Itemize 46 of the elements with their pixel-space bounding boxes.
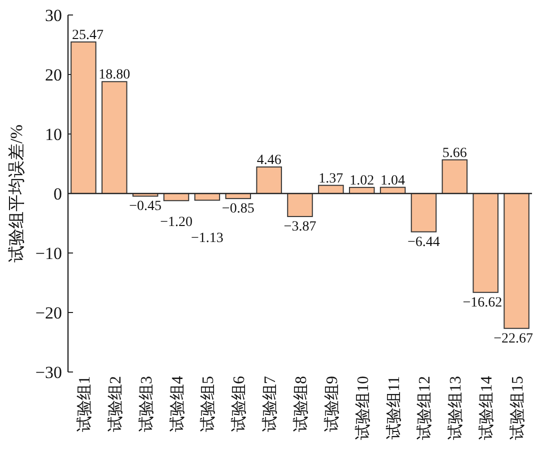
data-label: 1.04 [380, 173, 406, 188]
y-tick-label: 0 [54, 184, 62, 204]
x-tick-label: 试验组8 [292, 376, 310, 432]
bar [102, 81, 128, 194]
data-label: −0.85 [222, 202, 254, 217]
data-label: 1.37 [318, 171, 344, 186]
x-tick-label: 试验组12 [416, 376, 434, 440]
data-label: −0.45 [129, 199, 162, 214]
y-axis-title: 试验组平均误差/% [7, 124, 26, 262]
data-label: 4.46 [256, 152, 282, 168]
data-label: 5.66 [442, 146, 467, 161]
data-label: −3.87 [284, 220, 316, 235]
data-label: 18.80 [98, 68, 130, 83]
bar [287, 193, 313, 218]
x-tick-label: 试验组7 [261, 376, 280, 432]
bar [256, 166, 282, 194]
data-label: −22.67 [494, 331, 533, 346]
y-tick-label: 20 [45, 66, 62, 84]
x-tick-label: 试验组10 [354, 376, 372, 440]
y-tick-label: 30 [45, 6, 62, 25]
x-tick-label: 试验组2 [106, 376, 124, 432]
data-label: −16.62 [462, 295, 502, 310]
data-label: −6.44 [408, 234, 440, 250]
bar [472, 193, 498, 293]
x-tick-label: 试验组6 [230, 376, 248, 432]
data-label: −1.20 [160, 215, 192, 230]
y-tick-label: −20 [35, 304, 62, 322]
data-label: 1.02 [350, 173, 374, 188]
x-tick-label: 试验组14 [478, 376, 496, 440]
bar [442, 159, 468, 194]
x-tick-label: 试验组11 [384, 376, 403, 440]
x-tick-label: 试验组5 [199, 376, 218, 432]
y-tick-label: −30 [35, 363, 62, 382]
x-tick-label: 试验组15 [508, 376, 527, 440]
bar [410, 193, 437, 232]
data-label: −1.13 [190, 231, 224, 246]
x-tick-label: 试验组9 [322, 376, 341, 432]
x-tick-label: 试验组13 [446, 376, 465, 440]
y-tick-label: 10 [45, 125, 62, 144]
x-tick-label: 试验组1 [75, 376, 94, 432]
data-label: 25.47 [72, 28, 104, 43]
x-tick-label: 试验组3 [137, 376, 156, 432]
bar [70, 41, 96, 194]
y-tick-label: −10 [35, 244, 62, 263]
bar [504, 193, 530, 329]
x-tick-label: 试验组4 [168, 376, 186, 432]
